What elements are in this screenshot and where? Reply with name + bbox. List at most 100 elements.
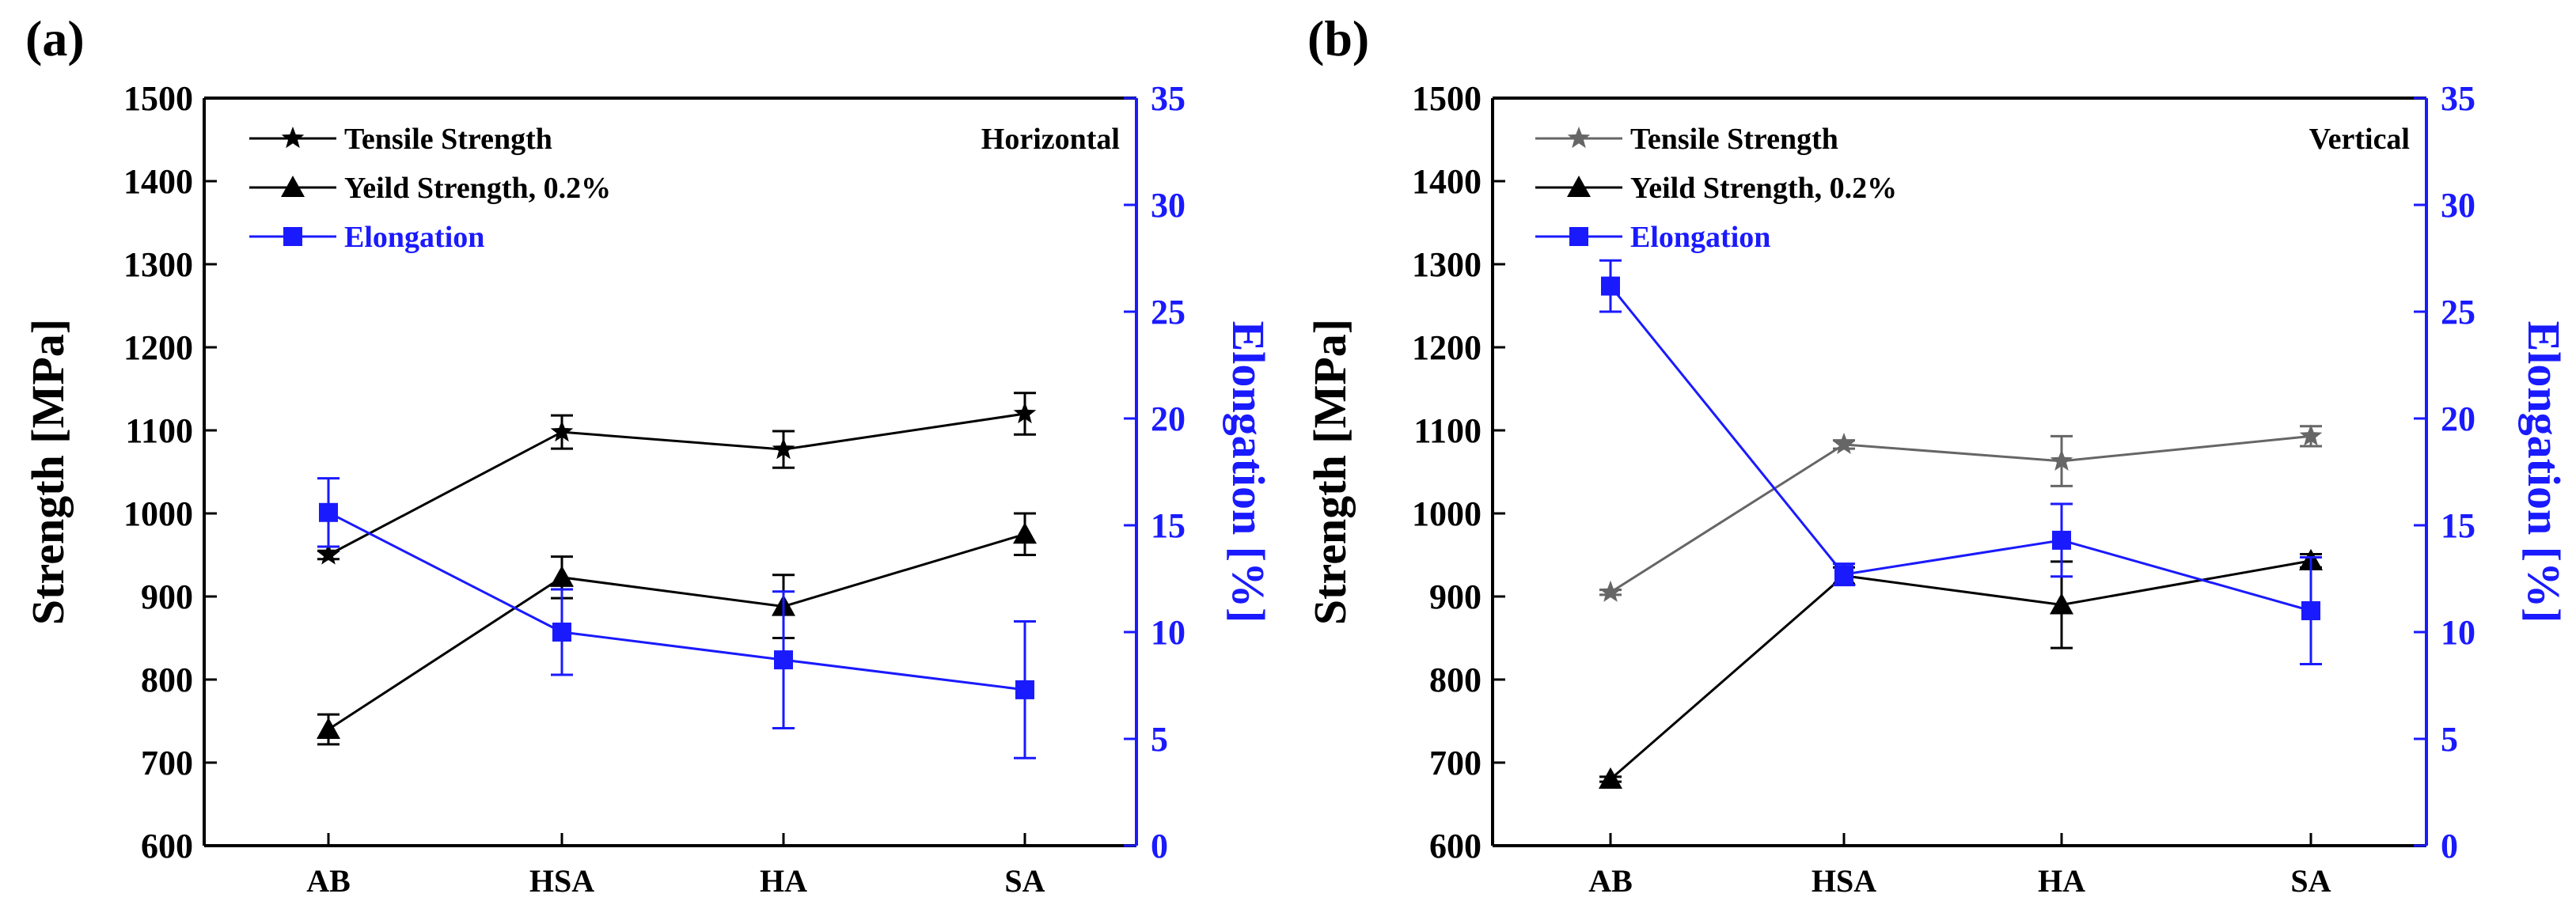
- left-tick-label: 1100: [1413, 411, 1481, 450]
- series-line: [1610, 434, 2312, 594]
- legend-label: Elongation: [1630, 221, 1770, 254]
- data-point: [2050, 449, 2073, 471]
- legend-label: Tensile Strength: [1630, 123, 1838, 156]
- left-tick-label: 1000: [123, 494, 193, 533]
- panel-label: (b): [1307, 10, 1369, 66]
- legend-label: Tensile Strength: [344, 123, 552, 156]
- orientation-label: Vertical: [2309, 123, 2410, 156]
- y-axis-title-right: Elongation [%]: [1223, 321, 1274, 623]
- right-tick-label: 15: [1151, 506, 1186, 545]
- legend-marker: [1567, 127, 1591, 149]
- right-tick-label: 0: [1151, 827, 1168, 865]
- left-tick-label: 1200: [123, 328, 193, 367]
- data-point: [1599, 580, 1622, 602]
- left-tick-label: 900: [1429, 578, 1481, 616]
- left-tick-label: 800: [1429, 661, 1481, 699]
- left-tick-label: 1300: [1412, 245, 1481, 284]
- right-tick-label: 35: [2441, 79, 2475, 118]
- data-point: [1013, 402, 1037, 424]
- data-point: [1013, 522, 1037, 544]
- x-tick-label: SA: [1004, 863, 1045, 899]
- legend-label: Yeild Strength, 0.2%: [1630, 172, 1897, 205]
- data-point: [1599, 767, 1622, 789]
- left-tick-label: 700: [141, 744, 193, 782]
- left-tick-label: 800: [141, 661, 193, 699]
- data-point: [1832, 432, 1856, 454]
- left-tick-label: 600: [1429, 827, 1481, 865]
- left-tick-label: 1200: [1412, 328, 1481, 367]
- right-tick-label: 20: [2441, 400, 2475, 438]
- right-tick-label: 0: [2441, 827, 2458, 865]
- right-tick-label: 5: [1151, 720, 1168, 759]
- right-tick-label: 10: [1151, 613, 1186, 652]
- data-point: [319, 502, 338, 522]
- data-point: [550, 420, 574, 442]
- left-tick-label: 1500: [123, 79, 193, 118]
- data-point: [772, 437, 795, 460]
- series-line: [1609, 285, 2312, 612]
- data-point: [2299, 424, 2323, 446]
- right-tick-label: 10: [2441, 613, 2475, 652]
- right-tick-label: 20: [1151, 400, 1186, 438]
- right-tick-label: 25: [1151, 293, 1186, 331]
- data-point: [2052, 530, 2071, 550]
- y-axis-title-right: Elongation [%]: [2518, 321, 2570, 623]
- right-tick-label: 30: [1151, 186, 1186, 225]
- series-line: [328, 532, 1026, 731]
- y-axis-title-left: Strength [MPa]: [22, 319, 74, 625]
- data-point: [1015, 680, 1034, 699]
- orientation-label: Horizontal: [981, 123, 1120, 156]
- legend-marker: [283, 227, 302, 246]
- data-point: [552, 623, 571, 642]
- left-tick-label: 700: [1429, 744, 1481, 782]
- legend-marker: [1569, 227, 1588, 246]
- series-star: [317, 392, 1037, 565]
- data-point: [774, 650, 793, 670]
- right-tick-label: 25: [2441, 293, 2475, 331]
- series-line: [328, 511, 1026, 691]
- x-tick-label: HSA: [1812, 863, 1876, 899]
- series-line: [328, 412, 1026, 556]
- series-square: [317, 477, 1036, 759]
- left-tick-label: 1000: [1412, 494, 1481, 533]
- x-tick-label: AB: [306, 863, 351, 899]
- data-point: [2301, 601, 2320, 620]
- left-tick-label: 900: [141, 578, 193, 616]
- left-tick-label: 1400: [1412, 162, 1481, 201]
- right-tick-label: 30: [2441, 186, 2475, 225]
- data-point: [1834, 565, 1853, 585]
- series-triangle: [317, 512, 1037, 746]
- left-tick-label: 1400: [123, 162, 193, 201]
- series-triangle: [1599, 548, 2323, 789]
- series-square: [1599, 259, 2322, 665]
- series-star: [1599, 424, 2323, 602]
- data-point: [550, 565, 574, 587]
- legend-marker: [281, 176, 305, 197]
- legend-label: Yeild Strength, 0.2%: [344, 172, 611, 205]
- y-axis-title-left: Strength [MPa]: [1304, 319, 1356, 625]
- legend-marker: [1567, 176, 1591, 197]
- x-tick-label: AB: [1588, 863, 1633, 899]
- legend-marker: [281, 127, 305, 149]
- right-tick-label: 15: [2441, 506, 2475, 545]
- chart-panel-b: (b) Vertical 600 700 800 900 1000 1100 1200 1300 1…: [1304, 10, 2570, 899]
- left-tick-label: 1300: [123, 245, 193, 284]
- left-tick-label: 1100: [125, 411, 193, 450]
- x-tick-label: HA: [760, 863, 807, 899]
- series-line: [1610, 559, 2312, 781]
- chart-panel-a: (a) Horizontal 600 700 800 900 1000 1100 1200 130…: [22, 10, 1274, 899]
- x-tick-label: SA: [2290, 863, 2331, 899]
- legend-label: Elongation: [344, 221, 484, 254]
- x-tick-label: HSA: [529, 863, 594, 899]
- data-point: [317, 718, 340, 739]
- right-tick-label: 35: [1151, 79, 1186, 118]
- data-point: [2050, 593, 2073, 615]
- left-tick-label: 600: [141, 827, 193, 865]
- panel-label: (a): [25, 10, 85, 66]
- x-tick-label: HA: [2038, 863, 2085, 899]
- left-tick-label: 1500: [1412, 79, 1481, 118]
- data-point: [317, 543, 340, 565]
- right-tick-label: 5: [2441, 720, 2458, 759]
- data-point: [1601, 276, 1620, 296]
